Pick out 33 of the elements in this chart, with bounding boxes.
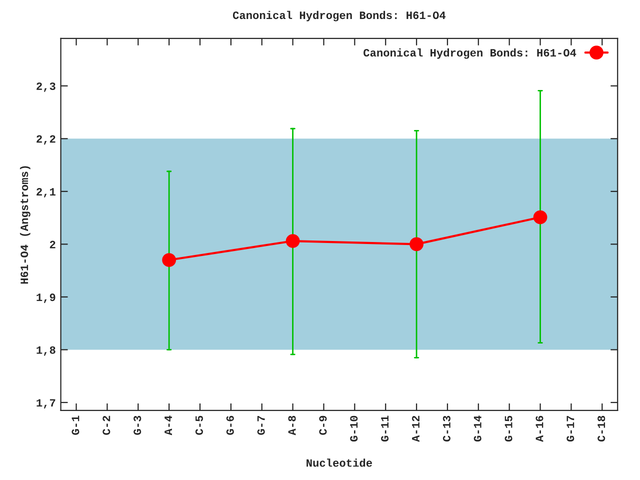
x-tick-label: G-6: [226, 416, 234, 435]
x-tick-label: G-15: [504, 416, 512, 442]
x-tick-label: G-7: [257, 416, 265, 435]
x-tick-label: A-12: [412, 416, 420, 442]
point: [162, 253, 176, 267]
y-axis-title: H61-O4 (Angstroms): [20, 166, 30, 284]
y-tick-label: 1,9: [36, 294, 56, 303]
y-tick-label: 2,2: [36, 135, 56, 145]
x-tick-label: G-11: [381, 416, 389, 442]
x-tick-label: A-16: [536, 416, 544, 442]
chart-title: Canonical Hydrogen Bonds: H61-O4: [232, 10, 446, 22]
x-tick-label: G-1: [72, 416, 80, 435]
y-tick-label: 2,3: [36, 82, 56, 92]
x-tick-label: A-4: [164, 416, 172, 436]
y-tick-label: 1,8: [36, 346, 56, 356]
point: [286, 234, 300, 248]
x-tick-label: C-2: [102, 416, 110, 435]
y-tick-label: 2,1: [36, 188, 56, 198]
x-tick-label: A-8: [288, 416, 296, 436]
x-tick-label: C-9: [319, 416, 327, 435]
x-tick-label: C-18: [598, 416, 606, 442]
x-tick-label: C-5: [195, 416, 203, 435]
point: [533, 210, 548, 224]
x-tick-label: G-3: [134, 416, 142, 435]
x-tick-label: G-10: [350, 416, 358, 442]
y-tick-label: 1,7: [36, 399, 56, 408]
point: [410, 237, 424, 252]
x-axis-title: Nucleotide: [306, 458, 372, 467]
x-tick-label: G-17: [566, 416, 574, 442]
y-tick-label: 2: [50, 240, 56, 248]
x-tick-label: C-13: [442, 416, 450, 442]
legend-label: Canonical Hydrogen Bonds: H61-O4: [364, 48, 576, 59]
x-tick-label: G-14: [474, 416, 482, 442]
